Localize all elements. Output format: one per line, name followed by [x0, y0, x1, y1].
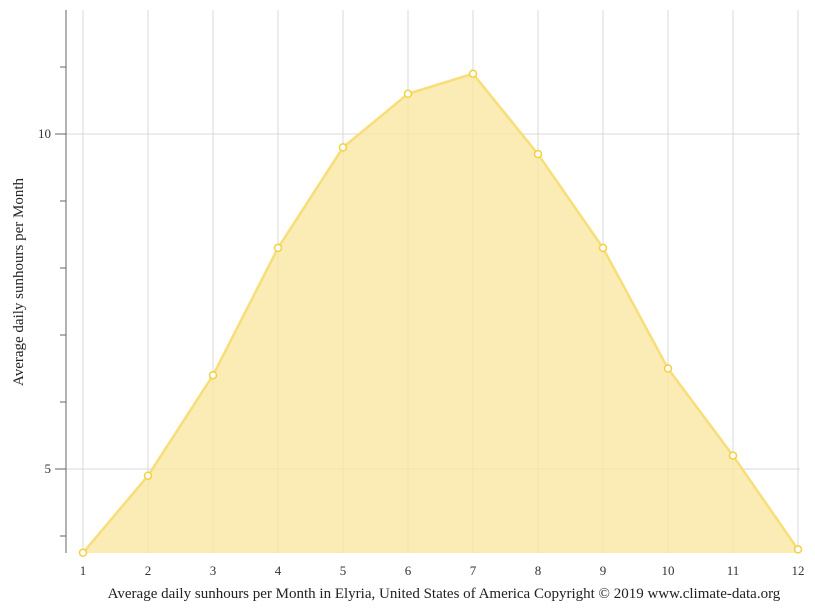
x-tick-label: 4: [275, 563, 282, 578]
x-tick-label: 8: [535, 563, 542, 578]
x-tick-label: 1: [80, 563, 87, 578]
x-tick-label: 11: [727, 563, 740, 578]
y-axis-ticks: 5 10: [38, 66, 66, 537]
data-point-marker: [338, 143, 348, 152]
y-tick-label: 5: [45, 461, 52, 476]
data-point-marker: [598, 243, 608, 253]
x-tick-label: 2: [145, 563, 152, 578]
data-point-marker: [273, 243, 283, 253]
x-tick-label: 6: [405, 563, 412, 578]
x-tick-label: 3: [210, 563, 217, 578]
data-point-marker: [468, 69, 478, 78]
data-point-marker: [143, 471, 153, 480]
data-point-marker: [728, 451, 738, 460]
data-point-marker: [533, 149, 543, 159]
area-line: [82, 72, 800, 554]
x-axis-title: Average daily sunhours per Month in Elyr…: [108, 586, 781, 602]
x-axis-labels: 1 2 3 4 5 6 7 8 9 10 11 12: [80, 563, 805, 578]
data-point-marker: [78, 548, 88, 557]
x-tick-label: 12: [792, 563, 805, 578]
y-axis-title: Average daily sunhours per Month: [11, 178, 27, 387]
area-fill: [83, 73, 798, 553]
y-tick-label: 10: [38, 126, 51, 141]
x-tick-label: 10: [662, 563, 675, 578]
data-point-marker: [663, 364, 673, 373]
x-tick-label: 7: [470, 563, 477, 578]
data-markers: [78, 69, 803, 557]
x-tick-label: 5: [340, 563, 347, 578]
data-point-marker: [208, 370, 218, 380]
data-point-marker: [403, 89, 413, 99]
x-tick-label: 9: [600, 563, 607, 578]
data-point-marker: [793, 545, 803, 554]
